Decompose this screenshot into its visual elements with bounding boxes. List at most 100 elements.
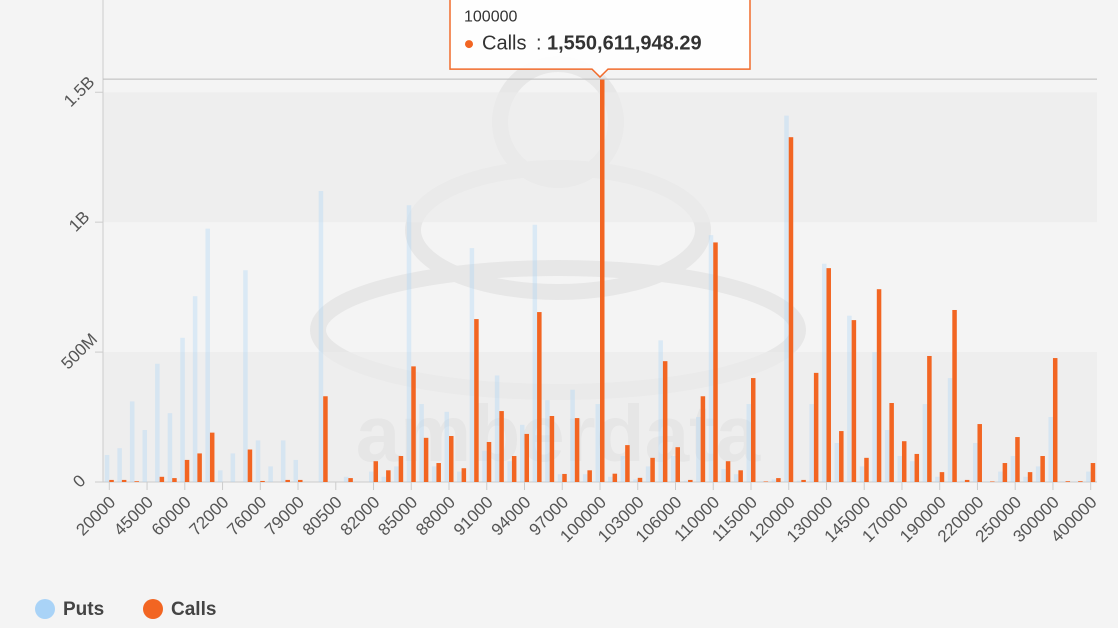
- bar: [155, 363, 160, 482]
- bar: [796, 480, 802, 482]
- bar: [343, 476, 349, 482]
- bar: [964, 479, 970, 482]
- bar: [469, 248, 475, 482]
- bar: [990, 481, 995, 482]
- bar: [449, 436, 454, 482]
- bar: [280, 440, 286, 482]
- bar: [600, 79, 605, 482]
- legend-marker: [143, 599, 163, 619]
- bar: [411, 366, 416, 482]
- bar: [1061, 481, 1066, 482]
- bar: [897, 456, 902, 482]
- bar: [998, 471, 1003, 482]
- bar: [1002, 463, 1008, 482]
- bar: [784, 115, 789, 483]
- bar: [369, 471, 374, 482]
- bar: [268, 466, 273, 482]
- bar: [910, 461, 915, 482]
- x-tick-label: 94000: [488, 493, 535, 540]
- bar: [809, 404, 814, 482]
- bar: [444, 411, 450, 482]
- x-tick-label: 80500: [299, 493, 346, 540]
- bar: [708, 235, 714, 482]
- bar: [960, 480, 965, 482]
- bar: [323, 396, 328, 482]
- bar: [557, 474, 563, 482]
- bar: [348, 478, 353, 482]
- bar: [884, 430, 890, 482]
- bar: [662, 361, 668, 482]
- bar: [142, 430, 148, 482]
- bar: [813, 372, 819, 482]
- bar: [104, 454, 110, 482]
- bar: [545, 400, 550, 482]
- bar: [914, 453, 920, 482]
- tooltip-category: 100000: [464, 8, 517, 25]
- x-tick-label: 85000: [374, 493, 421, 540]
- bar: [1048, 417, 1053, 482]
- bar: [423, 437, 429, 482]
- bar: [167, 413, 173, 482]
- tooltip-value: 1,550,611,948.29: [547, 32, 702, 54]
- bar: [474, 319, 479, 482]
- bar: [864, 457, 869, 482]
- x-tick-label: 76000: [223, 493, 270, 540]
- bar: [788, 137, 794, 482]
- bar: [935, 476, 940, 482]
- bar: [436, 463, 441, 482]
- bar: [1078, 481, 1083, 482]
- bar: [650, 457, 655, 482]
- bar: [482, 450, 487, 482]
- bar: [109, 479, 114, 482]
- y-tick-label: 500M: [58, 330, 102, 374]
- bar: [549, 416, 555, 482]
- bar: [386, 470, 391, 482]
- bar: [197, 453, 202, 482]
- bar: [633, 479, 638, 482]
- bar: [1010, 456, 1016, 482]
- bar: [683, 480, 689, 482]
- bar: [180, 337, 185, 482]
- bar: [608, 476, 613, 482]
- x-tick-label: 60000: [148, 493, 195, 540]
- bar: [670, 456, 676, 482]
- bar: [574, 418, 580, 482]
- bar: [821, 263, 827, 482]
- bar: [394, 466, 399, 482]
- y-tick-label: 0: [69, 471, 89, 491]
- watermark-text: amberdata: [356, 389, 761, 478]
- bar: [625, 445, 630, 482]
- bar: [637, 477, 643, 482]
- bar: [159, 476, 165, 482]
- bar: [826, 268, 831, 482]
- bar: [688, 479, 693, 482]
- bar: [285, 479, 290, 482]
- bar: [293, 459, 299, 482]
- bar: [570, 389, 575, 482]
- bar: [763, 481, 769, 482]
- tooltip-box: [449, 0, 751, 79]
- bar: [776, 478, 781, 482]
- bar: [205, 228, 210, 482]
- bar: [851, 320, 857, 482]
- bar: [381, 476, 387, 482]
- bar: [595, 404, 600, 482]
- bar: [713, 242, 718, 482]
- bar: [255, 440, 261, 482]
- bar: [952, 309, 957, 482]
- bar: [1065, 481, 1071, 482]
- bar: [457, 471, 462, 482]
- bar: [1086, 471, 1091, 482]
- bar: [524, 433, 530, 482]
- bar: [1035, 466, 1041, 482]
- bar: [859, 466, 865, 482]
- bar: [922, 404, 928, 482]
- x-tick-label: 20000: [72, 493, 119, 540]
- bar: [700, 396, 706, 482]
- bar: [759, 481, 764, 482]
- bar: [260, 480, 265, 482]
- bar: [537, 312, 542, 482]
- bar: [406, 205, 412, 483]
- bar: [587, 470, 592, 482]
